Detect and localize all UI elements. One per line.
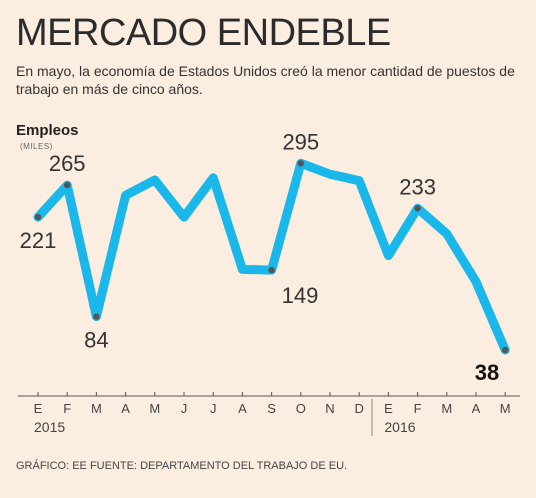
chart-subtitle: En mayo, la economía de Estados Unidos c… bbox=[16, 63, 515, 97]
chart-title: MERCADO ENDEBLE bbox=[16, 12, 391, 54]
x-tick-label: O bbox=[296, 401, 306, 416]
data-point-marker bbox=[297, 160, 304, 167]
x-tick-label: M bbox=[91, 401, 102, 416]
y-axis-label: Empleos bbox=[16, 122, 79, 139]
x-tick-label: J bbox=[181, 401, 188, 416]
data-label: 221 bbox=[20, 228, 57, 253]
x-tick-label: D bbox=[355, 401, 364, 416]
data-point-marker bbox=[268, 266, 275, 274]
y-axis-unit: (MILES) bbox=[20, 142, 53, 151]
year-label: 2015 bbox=[34, 419, 65, 435]
x-tick-label: A bbox=[472, 401, 481, 416]
data-point-marker bbox=[502, 346, 509, 354]
x-tick-label: M bbox=[149, 401, 160, 416]
data-label: 265 bbox=[49, 151, 86, 176]
data-label: 84 bbox=[84, 328, 108, 353]
x-tick-label: A bbox=[238, 401, 247, 416]
data-point-marker bbox=[93, 313, 100, 320]
x-tick-label: J bbox=[210, 401, 217, 416]
source-note: GRÁFICO: EE FUENTE: DEPARTAMENTO DEL TRA… bbox=[16, 460, 348, 472]
x-tick-label: N bbox=[325, 401, 334, 416]
data-label: 233 bbox=[399, 174, 436, 199]
year-label: 2016 bbox=[384, 419, 415, 435]
data-label: 149 bbox=[282, 283, 319, 308]
x-tick-label: E bbox=[34, 401, 43, 416]
data-point-marker bbox=[414, 205, 421, 212]
data-point-marker bbox=[34, 213, 42, 221]
x-tick-label: F bbox=[63, 401, 71, 416]
x-tick-label: F bbox=[414, 401, 422, 416]
x-tick-label: S bbox=[267, 401, 276, 416]
x-tick-label: E bbox=[384, 401, 393, 416]
x-tick-label: A bbox=[121, 401, 130, 416]
x-tick-label: M bbox=[500, 401, 511, 416]
x-tick-label: M bbox=[441, 401, 452, 416]
data-label: 38 bbox=[475, 360, 499, 385]
data-point-marker bbox=[63, 181, 71, 189]
data-label: 295 bbox=[282, 129, 319, 154]
